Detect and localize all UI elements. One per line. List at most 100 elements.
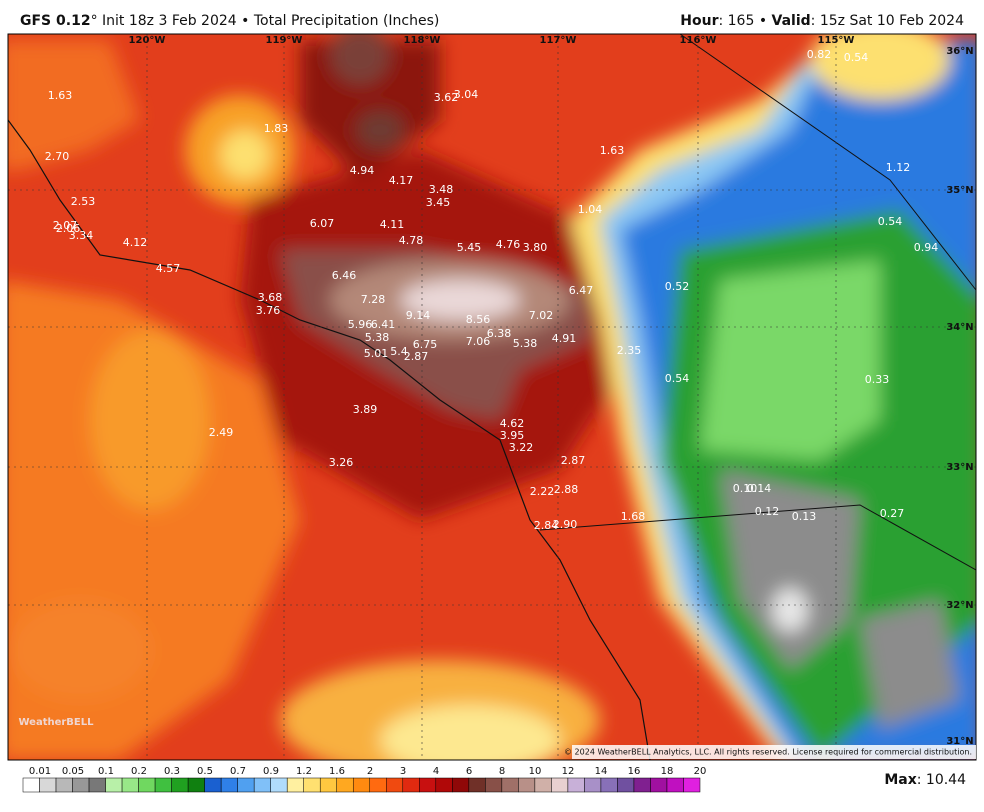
legend-label: 6 xyxy=(466,766,472,777)
legend-swatch xyxy=(501,777,519,793)
valid-time: Hour: 165 • Valid: 15z Sat 10 Feb 2024 xyxy=(680,13,964,29)
precip-label: 0.14 xyxy=(747,482,772,495)
legend-swatch xyxy=(435,777,453,793)
legend-swatch xyxy=(270,777,288,793)
precip-label: 5.01 xyxy=(364,347,389,360)
precip-label: 3.26 xyxy=(329,456,354,469)
precip-label: 1.68 xyxy=(621,510,646,523)
precip-label: 0.33 xyxy=(865,373,890,386)
precip-label: 4.12 xyxy=(123,236,148,249)
legend-swatch xyxy=(666,777,684,793)
legend-label: 0.9 xyxy=(263,766,279,777)
legend-swatch xyxy=(650,777,668,793)
precip-label: 4.76 xyxy=(496,238,521,251)
valid-key: Valid xyxy=(772,13,811,29)
precip-label: 3.45 xyxy=(426,196,451,209)
legend-swatch xyxy=(187,777,205,793)
precip-label: 1.83 xyxy=(264,122,289,135)
legend-label: 0.7 xyxy=(230,766,246,777)
precip-label: 2.49 xyxy=(209,426,234,439)
legend-label: 0.2 xyxy=(131,766,147,777)
map-border xyxy=(7,33,977,761)
legend-swatch xyxy=(171,777,189,793)
precip-label: 0.94 xyxy=(914,241,939,254)
precip-label: 0.12 xyxy=(755,505,780,518)
precip-label: 4.94 xyxy=(350,164,375,177)
lat-label: 31°N xyxy=(946,736,973,747)
credit: © 2024 WeatherBELL Analytics, LLC. All r… xyxy=(564,748,972,757)
lon-label: 115°W xyxy=(818,35,855,46)
legend-swatch xyxy=(72,777,90,793)
precip-label: 0.52 xyxy=(665,280,690,293)
credit-bg xyxy=(572,745,976,759)
precip-label: 6.38 xyxy=(487,327,512,340)
precip-label: 3.22 xyxy=(509,441,534,454)
precip-label: 2.84 xyxy=(534,519,559,532)
precip-label: 0.82 xyxy=(807,48,832,61)
precip-label: 3.34 xyxy=(69,229,94,242)
hour-val: : 165 • xyxy=(718,13,771,29)
legend-swatch xyxy=(551,777,569,793)
title: GFS 0.12° Init 18z 3 Feb 2024 • Total Pr… xyxy=(20,13,439,29)
logo: WeatherBELL xyxy=(18,717,94,728)
precip-label: 6.41 xyxy=(371,318,396,331)
max-key: Max xyxy=(884,772,916,788)
legend-swatch xyxy=(220,777,238,793)
legend-swatch xyxy=(584,777,602,793)
precip-label: 7.28 xyxy=(361,293,386,306)
lat-label: 33°N xyxy=(946,462,973,473)
legend-label: 0.05 xyxy=(62,766,84,777)
precip-label: 3.62 xyxy=(434,91,459,104)
legend-swatch xyxy=(485,777,503,793)
precip-label: 2.07 xyxy=(53,219,78,232)
legend-swatch xyxy=(253,777,271,793)
legend-swatch xyxy=(286,777,304,793)
precip-label: 1.12 xyxy=(886,161,911,174)
lon-label: 120°W xyxy=(129,35,166,46)
precip-label: 3.04 xyxy=(454,88,479,101)
legend-swatch xyxy=(237,777,255,793)
legend-swatch xyxy=(303,777,321,793)
precip-label: 3.80 xyxy=(523,241,548,254)
precip-label: 0.13 xyxy=(792,510,817,523)
legend-swatch xyxy=(386,777,404,793)
legend-swatch xyxy=(567,777,585,793)
precip-label: 4.11 xyxy=(380,218,405,231)
precip-label: 7.06 xyxy=(466,335,491,348)
precip-label: 2.88 xyxy=(554,483,579,496)
legend-label: 0.3 xyxy=(164,766,180,777)
legend-swatch xyxy=(88,777,106,793)
legend-label: 4 xyxy=(433,766,439,777)
precip-label: 2.87 xyxy=(404,350,429,363)
legend-label: 18 xyxy=(661,766,674,777)
legend-swatch xyxy=(617,777,635,793)
legend-swatch xyxy=(402,777,420,793)
precip-label: 8.56 xyxy=(466,313,491,326)
precip-label: 2.35 xyxy=(617,344,642,357)
precip-label: 6.07 xyxy=(310,217,335,230)
precip-label: 5.45 xyxy=(457,241,482,254)
legend-swatch xyxy=(600,777,618,793)
precip-label: 9.14 xyxy=(406,309,431,322)
lat-label: 34°N xyxy=(946,322,973,333)
precip-label: 3.68 xyxy=(258,291,283,304)
legend-label: 0.5 xyxy=(197,766,213,777)
precip-label: 5.38 xyxy=(365,331,390,344)
hour-key: Hour xyxy=(680,13,718,29)
legend-swatch xyxy=(105,777,123,793)
precip-label: 0.10 xyxy=(733,482,758,495)
precip-label: 6.47 xyxy=(569,284,594,297)
precip-label: 1.63 xyxy=(600,144,625,157)
legend-swatch xyxy=(22,777,40,793)
precip-label: 4.78 xyxy=(399,234,424,247)
legend-swatch xyxy=(319,777,337,793)
precip-label: 2.87 xyxy=(561,454,586,467)
legend-label: 0.1 xyxy=(98,766,114,777)
valid-val: : 15z Sat 10 Feb 2024 xyxy=(811,13,964,29)
legend-swatch xyxy=(336,777,354,793)
precip-label: 4.57 xyxy=(156,262,181,275)
precip-label: 2.70 xyxy=(45,150,70,163)
legend-label: 0.01 xyxy=(29,766,51,777)
model: GFS 0.12 xyxy=(20,13,91,29)
